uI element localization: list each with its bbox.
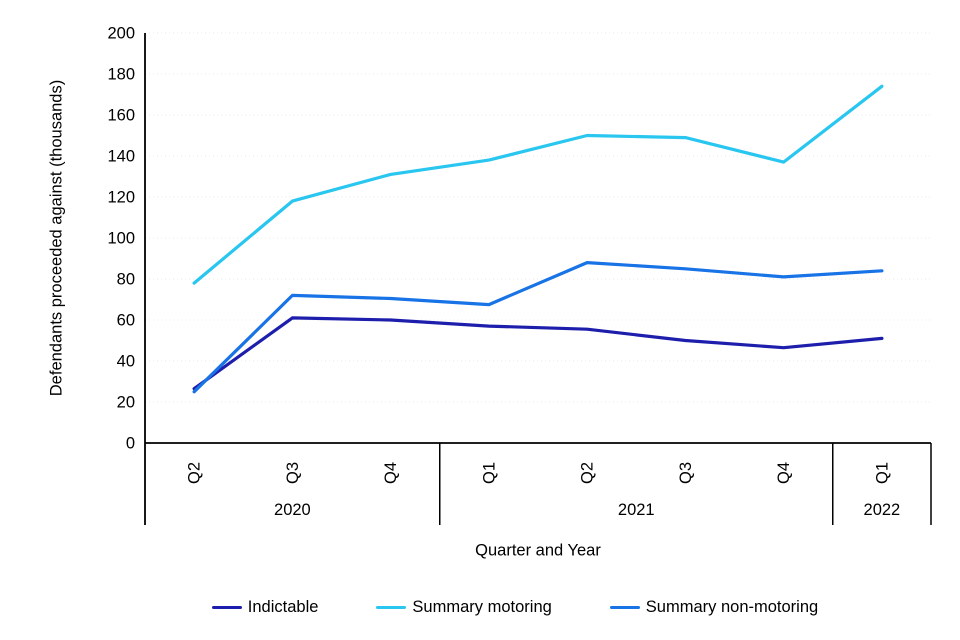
y-tick-label: 160: [107, 107, 135, 125]
y-tick-label: 80: [117, 271, 135, 289]
year-label: 2021: [618, 501, 655, 519]
y-tick-label: 20: [117, 394, 135, 412]
y-tick-label: 60: [117, 312, 135, 330]
legend-item-summary-non-motoring: Summary non-motoring: [609, 598, 819, 617]
summary-motoring-line-swatch-icon: [376, 605, 407, 610]
year-label: 2020: [274, 501, 311, 519]
x-tick-label: Q1: [480, 462, 498, 484]
y-tick-label: 100: [107, 230, 135, 248]
legend-item-indictable: Indictable: [211, 598, 319, 617]
legend-item-summary-motoring: Summary motoring: [376, 598, 552, 617]
y-tick-label: 40: [117, 353, 135, 371]
x-tick-label: Q3: [284, 462, 302, 484]
year-label: 2022: [864, 501, 901, 519]
legend-label: Summary motoring: [412, 598, 552, 616]
summary-non-motoring-line-swatch-icon: [609, 605, 640, 610]
indictable-line-swatch-icon: [211, 605, 242, 610]
y-tick-label: 140: [107, 148, 135, 166]
legend: Indictable Summary motoring Summary non-…: [70, 598, 960, 617]
y-tick-label: 180: [107, 66, 135, 84]
series-line-indictable: [192, 316, 884, 391]
x-tick-label: Q4: [775, 462, 793, 484]
x-tick-label: Q2: [579, 462, 597, 484]
x-tick-label: Q3: [677, 462, 695, 484]
y-axis-title: Defendants proceeded against (thousands): [47, 79, 66, 397]
y-tick-label: 120: [107, 189, 135, 207]
series-line-summary-non-motoring: [192, 261, 884, 394]
legend-label: Indictable: [247, 598, 319, 616]
series-line-summary-motoring: [192, 84, 884, 285]
x-tick-label: Q2: [186, 462, 204, 484]
x-tick-label: Q4: [382, 462, 400, 484]
x-tick-label: Q1: [873, 462, 891, 484]
legend-label: Summary non-motoring: [645, 598, 819, 616]
x-axis-title: Quarter and Year: [475, 541, 601, 560]
y-tick-label: 0: [126, 435, 135, 453]
y-tick-label: 200: [107, 25, 135, 43]
